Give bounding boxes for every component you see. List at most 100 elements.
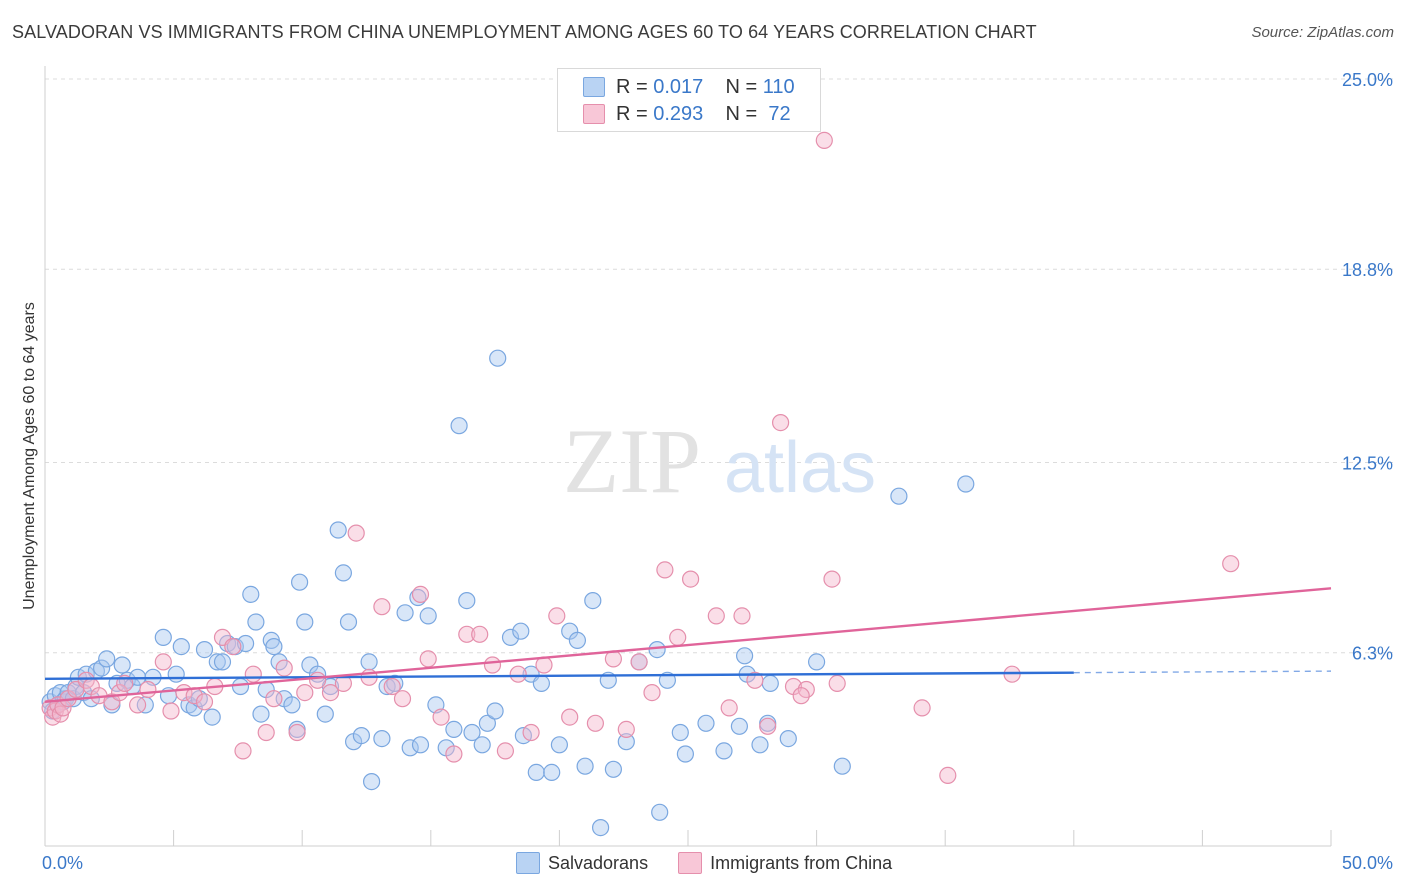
salvadoran-point-90 [568, 631, 587, 650]
salvadoran-point-96 [617, 733, 635, 751]
y-tick-label-2: 18.8% [1342, 260, 1393, 280]
china-point-30 [296, 683, 314, 702]
salvadoran-point-58 [339, 613, 358, 631]
legend-swatch-salvadorans [516, 852, 540, 874]
salvadoran-point-39 [237, 634, 255, 653]
china-point-38 [393, 690, 412, 708]
salvadoran-point-102 [676, 745, 695, 763]
salvadoran-point-27 [167, 665, 185, 683]
salvadoran-point-106 [735, 647, 754, 665]
x-tick-label-min: 0.0% [42, 853, 84, 873]
salvadoran-point-79 [486, 702, 504, 720]
salvadoran-point-110 [761, 674, 779, 693]
salvadoran-point-95 [604, 760, 623, 778]
r-value: 0.293 [653, 102, 704, 125]
salvadoran-point-103 [697, 714, 715, 732]
china-point-46 [496, 742, 514, 760]
china-point-23 [224, 637, 242, 656]
salvadoran-point-92 [584, 591, 602, 610]
y-tick-labels: 6.3% 12.5% 18.8% 25.0% [1342, 70, 1393, 664]
trend-layer [44, 587, 1332, 703]
legend-swatch-salvadorans [583, 77, 605, 97]
china-point-41 [432, 708, 450, 726]
salvadoran-point-42 [252, 705, 270, 723]
salvadoran-point-15 [92, 659, 111, 677]
salvadoran-point-35 [213, 653, 232, 671]
china-point-40 [419, 650, 437, 668]
china-point-65 [771, 414, 790, 432]
china-point-50 [548, 607, 566, 625]
salvadoran-point-30 [185, 699, 203, 717]
salvadoran-point-61 [360, 653, 378, 671]
legend-label-salvadorans: Salvadorans [548, 852, 649, 873]
china-point-55 [630, 653, 648, 671]
china-point-48 [522, 723, 540, 742]
salvadoran-point-63 [373, 729, 391, 748]
china-point-54 [617, 720, 635, 739]
china-trend-line [44, 587, 1332, 703]
salvadoran-point-60 [352, 726, 370, 745]
salvadoran-point-77 [473, 736, 491, 754]
salvadoran-point-54 [316, 705, 334, 723]
china-point-27 [265, 690, 283, 708]
china-point-70 [913, 699, 931, 717]
salvadoran-point-75 [458, 591, 476, 610]
china-point-14 [129, 696, 147, 714]
china-point-61 [720, 699, 738, 717]
salvadoran-point-56 [329, 521, 347, 539]
salvadoran-point-25 [154, 628, 172, 647]
salvadoran-point-33 [203, 708, 221, 726]
salvadoran-point-88 [550, 736, 569, 754]
watermark-zip: ZIP [563, 410, 701, 512]
salvadoran-point-91 [576, 757, 594, 775]
legend-row-china: R = 0.293 N = 72 [583, 100, 791, 128]
china-point-29 [288, 723, 306, 742]
salvadoran-point-51 [296, 613, 314, 631]
salvadoran-point-70 [419, 607, 437, 625]
china-point-74 [815, 131, 833, 149]
china-point-34 [347, 524, 365, 542]
n-value: 72 [762, 102, 791, 125]
china-point-37 [383, 677, 401, 696]
china-point-63 [746, 671, 764, 689]
n-label: N = [725, 102, 763, 125]
china-point-28 [275, 659, 293, 677]
salvadoran-point-80 [489, 349, 507, 367]
china-point-44 [471, 625, 489, 643]
legend-swatch-china [678, 852, 703, 874]
china-point-39 [411, 585, 430, 604]
salvadoran-point-16 [98, 650, 116, 668]
r-label: R = [616, 75, 654, 98]
china-point-20 [195, 693, 214, 711]
salvadoran-point-101 [671, 723, 689, 742]
salvadoran-point-86 [532, 674, 551, 693]
china-point-56 [643, 683, 661, 702]
china-point-31 [309, 671, 327, 689]
series-legend: Salvadorans Immigrants from China [516, 852, 892, 874]
legend-swatch-china [583, 104, 605, 124]
r-label: R = [616, 102, 654, 125]
salvadoran-point-66 [396, 604, 414, 622]
china-point-59 [681, 570, 700, 588]
china-point-75 [792, 687, 810, 705]
china-point-24 [234, 742, 252, 760]
salvadoran-point-19 [113, 656, 131, 674]
china-point-25 [244, 665, 262, 683]
watermark-atlas: atlas [724, 428, 876, 508]
salvadoran-point-113 [833, 757, 851, 775]
salvadoran-point-48 [283, 696, 301, 714]
china-point-26 [257, 723, 275, 742]
china-point-58 [669, 628, 687, 647]
salvadoran-point-74 [450, 417, 468, 435]
salvadoran-point-85 [527, 763, 545, 782]
legend-row-salvadorans: R = 0.017 N = 110 [583, 73, 795, 101]
legend-label-china: Immigrants from China [710, 852, 893, 873]
chart-title: SALVADORAN VS IMMIGRANTS FROM CHINA UNEM… [12, 22, 1037, 42]
y-tick-label-3: 25.0% [1342, 70, 1393, 90]
salvadoran-point-69 [411, 736, 430, 754]
x-tick-label-max: 50.0% [1341, 853, 1393, 873]
salvadoran-point-111 [779, 729, 797, 748]
china-point-52 [586, 714, 605, 732]
salvadoran-point-87 [543, 763, 561, 782]
